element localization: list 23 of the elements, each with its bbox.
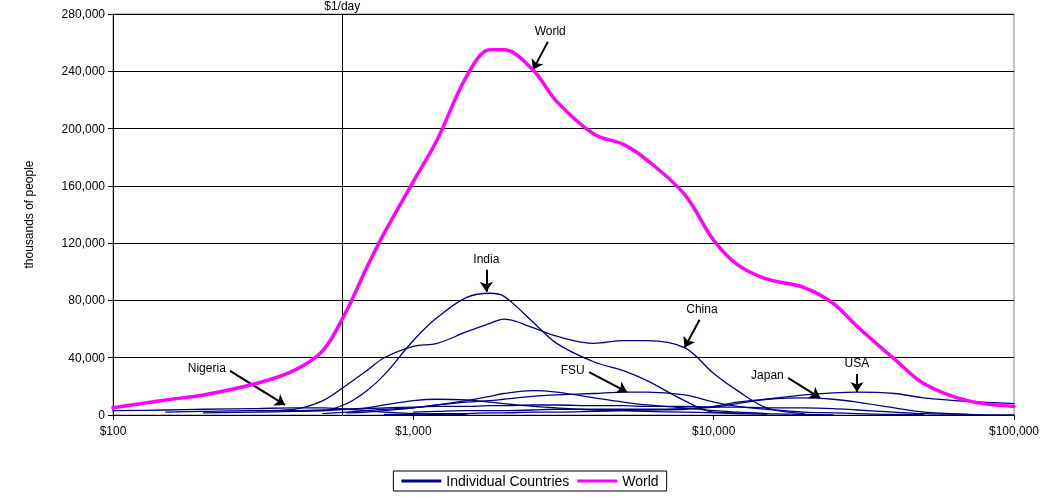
y-tick-label: 80,000 bbox=[68, 293, 106, 308]
y-axis-title: thousands of people bbox=[22, 160, 36, 269]
x-tick-label: $10,000 bbox=[691, 424, 736, 438]
y-tick-label: 120,000 bbox=[61, 236, 106, 251]
y-tick-label: 280,000 bbox=[61, 7, 106, 21]
y-tick-label: 200,000 bbox=[61, 121, 106, 136]
x-tick-label: $100 bbox=[99, 424, 127, 438]
y-tick-label: 240,000 bbox=[61, 64, 106, 79]
annotation: India bbox=[473, 251, 500, 266]
x-tick-label: $100,000 bbox=[988, 424, 1040, 438]
legend-label: World bbox=[622, 473, 659, 489]
annotation: Japan bbox=[751, 368, 784, 383]
annotation: USA bbox=[844, 356, 870, 371]
legend-label: Individual Countries bbox=[446, 473, 570, 489]
annotation: World bbox=[534, 24, 566, 39]
ref-line-label: $1/day bbox=[324, 0, 361, 13]
y-tick-label: 40,000 bbox=[68, 350, 106, 365]
annotation: Nigeria bbox=[187, 361, 227, 376]
annotation: FSU bbox=[560, 362, 585, 377]
y-tick-label: 0 bbox=[98, 408, 106, 422]
x-tick-label: $1,000 bbox=[394, 424, 433, 438]
y-tick-label: 160,000 bbox=[61, 178, 106, 193]
annotation: China bbox=[686, 302, 718, 317]
